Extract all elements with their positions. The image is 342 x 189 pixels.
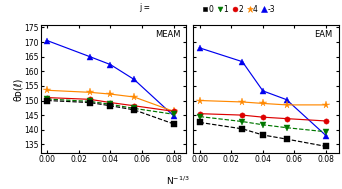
Text: j =: j =	[140, 3, 150, 12]
Text: EAM: EAM	[315, 30, 333, 39]
Text: N$^{-1/3}$: N$^{-1/3}$	[166, 175, 190, 187]
Legend: 0, 1, 2, 4, -3: 0, 1, 2, 4, -3	[203, 4, 276, 14]
Y-axis label: θᴅ(ℓ): θᴅ(ℓ)	[13, 77, 23, 101]
Text: MEAM: MEAM	[155, 30, 180, 39]
